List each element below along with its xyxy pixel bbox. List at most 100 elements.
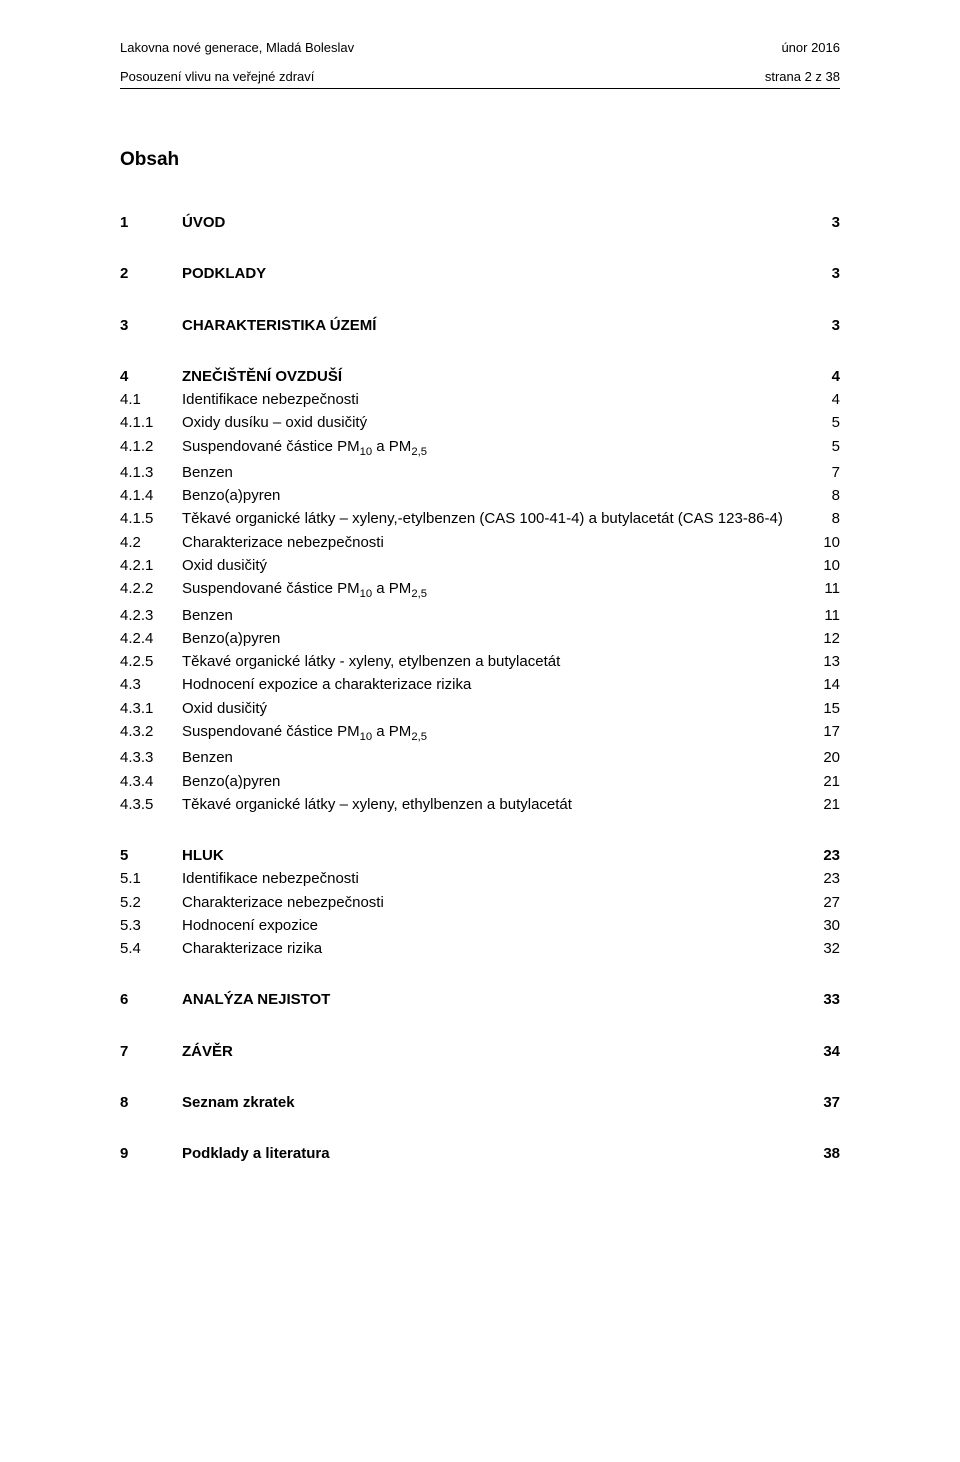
toc-row: 5.1Identifikace nebezpečnosti23 [120,867,840,890]
toc-page: 11 [810,604,840,627]
toc-page: 4 [810,388,840,411]
toc-number: 7 [120,1040,182,1063]
toc-row: 4.1.5Těkavé organické látky – xyleny,-et… [120,507,840,530]
toc-row: 4.1.4Benzo(a)pyren8 [120,484,840,507]
toc-number: 3 [120,314,182,337]
toc-label: Těkavé organické látky – xyleny, ethylbe… [182,793,810,816]
toc-number: 1 [120,211,182,234]
toc-number: 4.2 [120,531,182,554]
toc-row: 4.2.1Oxid dusičitý10 [120,554,840,577]
toc-label: Oxid dusičitý [182,697,810,720]
toc-page: 21 [810,770,840,793]
toc-page: 37 [810,1091,840,1114]
toc-label: Suspendované částice PM10 a PM2,5 [182,577,810,603]
toc-row: 4.3.3Benzen20 [120,746,840,769]
toc-number: 4.2.3 [120,604,182,627]
toc-label: Identifikace nebezpečnosti [182,388,810,411]
toc-page: 3 [810,262,840,285]
toc-page: 23 [810,844,840,867]
toc-page: 27 [810,891,840,914]
toc-label: Hodnocení expozice [182,914,810,937]
toc-number: 2 [120,262,182,285]
toc-row: 5.3Hodnocení expozice30 [120,914,840,937]
toc-row: 4.2Charakterizace nebezpečnosti10 [120,531,840,554]
toc-row: 4.1Identifikace nebezpečnosti4 [120,388,840,411]
toc-row: 4ZNEČIŠTĚNÍ OVZDUŠÍ4 [120,365,840,388]
toc-number: 4.2.1 [120,554,182,577]
toc-block: 9Podklady a literatura38 [120,1142,840,1165]
toc-label: PODKLADY [182,262,810,285]
toc-block: 4ZNEČIŠTĚNÍ OVZDUŠÍ44.1Identifikace nebe… [120,365,840,816]
toc-label: Benzen [182,604,810,627]
toc-row: 1ÚVOD3 [120,211,840,234]
toc-page: 4 [810,365,840,388]
toc-number: 4.2.4 [120,627,182,650]
toc-label: Seznam zkratek [182,1091,810,1114]
toc-number: 9 [120,1142,182,1165]
toc-label: CHARAKTERISTIKA ÚZEMÍ [182,314,810,337]
toc-block: 5HLUK235.1Identifikace nebezpečnosti235.… [120,844,840,960]
toc-page: 3 [810,314,840,337]
toc-page: 10 [810,531,840,554]
toc-label: Benzo(a)pyren [182,770,810,793]
header-left-sub: Posouzení vlivu na veřejné zdraví [120,69,314,84]
toc-row: 5.4Charakterizace rizika32 [120,937,840,960]
toc-row: 9Podklady a literatura38 [120,1142,840,1165]
toc-row: 4.2.3Benzen11 [120,604,840,627]
toc-row: 4.1.1Oxidy dusíku – oxid dusičitý5 [120,411,840,434]
toc-number: 4.3.2 [120,720,182,743]
toc-block: 2PODKLADY3 [120,262,840,285]
toc-label: Oxidy dusíku – oxid dusičitý [182,411,810,434]
toc-page: 21 [810,793,840,816]
toc-label: Těkavé organické látky – xyleny,-etylben… [182,507,810,530]
toc-page: 20 [810,746,840,769]
toc-row: 4.2.5Těkavé organické látky - xyleny, et… [120,650,840,673]
toc-label: Suspendované částice PM10 a PM2,5 [182,435,810,461]
toc-label: Těkavé organické látky - xyleny, etylben… [182,650,810,673]
toc-number: 4.1.5 [120,507,182,530]
toc-number: 5.1 [120,867,182,890]
toc-number: 4.3.4 [120,770,182,793]
toc-page: 38 [810,1142,840,1165]
toc-page: 10 [810,554,840,577]
toc-label: Benzo(a)pyren [182,484,810,507]
toc-label: Charakterizace nebezpečnosti [182,891,810,914]
toc-block: 3CHARAKTERISTIKA ÚZEMÍ3 [120,314,840,337]
toc-page: 5 [810,411,840,434]
toc-page: 8 [810,484,840,507]
header-right-top: únor 2016 [781,40,840,55]
toc-label: Suspendované částice PM10 a PM2,5 [182,720,810,746]
toc-row: 5HLUK23 [120,844,840,867]
toc-page: 33 [810,988,840,1011]
toc-label: Charakterizace rizika [182,937,810,960]
toc-number: 4.1.1 [120,411,182,434]
toc-row: 5.2Charakterizace nebezpečnosti27 [120,891,840,914]
toc-label: Oxid dusičitý [182,554,810,577]
page: Lakovna nové generace, Mladá Boleslav ún… [0,0,960,1462]
toc-block: 6ANALÝZA NEJISTOT33 [120,988,840,1011]
toc-page: 32 [810,937,840,960]
toc-page: 14 [810,673,840,696]
toc-number: 4.1 [120,388,182,411]
toc-page: 8 [810,507,840,530]
toc-number: 4.2.2 [120,577,182,600]
toc-page: 3 [810,211,840,234]
toc-number: 4.1.4 [120,484,182,507]
toc-page: 17 [810,720,840,743]
toc-row: 4.1.2Suspendované částice PM10 a PM2,55 [120,435,840,461]
toc-block: 7ZÁVĚR34 [120,1040,840,1063]
toc-block: 1ÚVOD3 [120,211,840,234]
toc-number: 5 [120,844,182,867]
toc-number: 4.1.2 [120,435,182,458]
header-sub: Posouzení vlivu na veřejné zdraví strana… [120,69,840,84]
toc-number: 5.3 [120,914,182,937]
toc-row: 4.2.4Benzo(a)pyren12 [120,627,840,650]
toc-page: 7 [810,461,840,484]
toc-row: 4.1.3Benzen7 [120,461,840,484]
table-of-contents: 1ÚVOD32PODKLADY33CHARAKTERISTIKA ÚZEMÍ34… [120,211,840,1165]
toc-number: 8 [120,1091,182,1114]
toc-row: 3CHARAKTERISTIKA ÚZEMÍ3 [120,314,840,337]
toc-label: Benzen [182,461,810,484]
header-left-top: Lakovna nové generace, Mladá Boleslav [120,40,354,55]
toc-label: HLUK [182,844,810,867]
